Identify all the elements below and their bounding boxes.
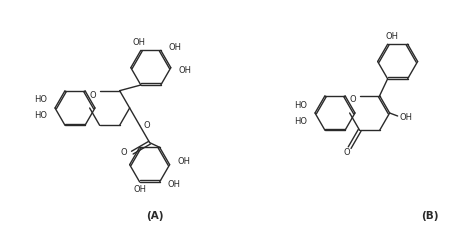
Text: O: O	[144, 121, 150, 130]
Text: O: O	[121, 148, 128, 157]
Text: OH: OH	[169, 43, 182, 52]
Text: O: O	[349, 96, 356, 104]
Text: HO: HO	[34, 112, 47, 120]
Text: OH: OH	[132, 38, 146, 47]
Text: O: O	[89, 90, 96, 99]
Text: OH: OH	[133, 185, 146, 195]
Text: O: O	[343, 148, 350, 157]
Text: OH: OH	[179, 66, 192, 75]
Text: OH: OH	[178, 157, 191, 166]
Text: (A): (A)	[146, 211, 164, 221]
Text: OH: OH	[400, 113, 413, 121]
Text: OH: OH	[386, 32, 399, 41]
Text: HO: HO	[34, 96, 47, 104]
Text: OH: OH	[168, 181, 181, 189]
Text: HO: HO	[294, 100, 307, 110]
Text: (B): (B)	[421, 211, 439, 221]
Text: HO: HO	[294, 116, 307, 126]
